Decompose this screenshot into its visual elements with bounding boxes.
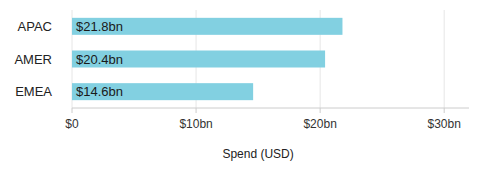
data-label: $20.4bn [76,52,123,67]
axis-title: Spend (USD) [222,147,293,161]
bar [72,51,325,68]
tick-label: $0 [65,117,79,131]
bar [72,83,253,100]
data-label: $14.6bn [76,84,123,99]
x-axis-line [72,108,469,109]
tick-label: $10bn [179,117,212,131]
category-label: EMEA [15,84,52,99]
tick-mark [72,108,73,113]
chart: $0 $10bn $20bn $30bn APAC AMER EMEA $21.8bn $20.… [0,0,483,178]
bar [72,18,342,35]
grid-line [444,10,445,108]
category-label: AMER [14,52,52,67]
tick-label: $30bn [428,117,461,131]
data-label: $21.8bn [76,19,123,34]
category-label: APAC [18,19,52,34]
tick-mark [320,108,321,113]
tick-mark [444,108,445,113]
tick-mark [196,108,197,113]
tick-label: $20bn [303,117,336,131]
bars [72,18,342,100]
